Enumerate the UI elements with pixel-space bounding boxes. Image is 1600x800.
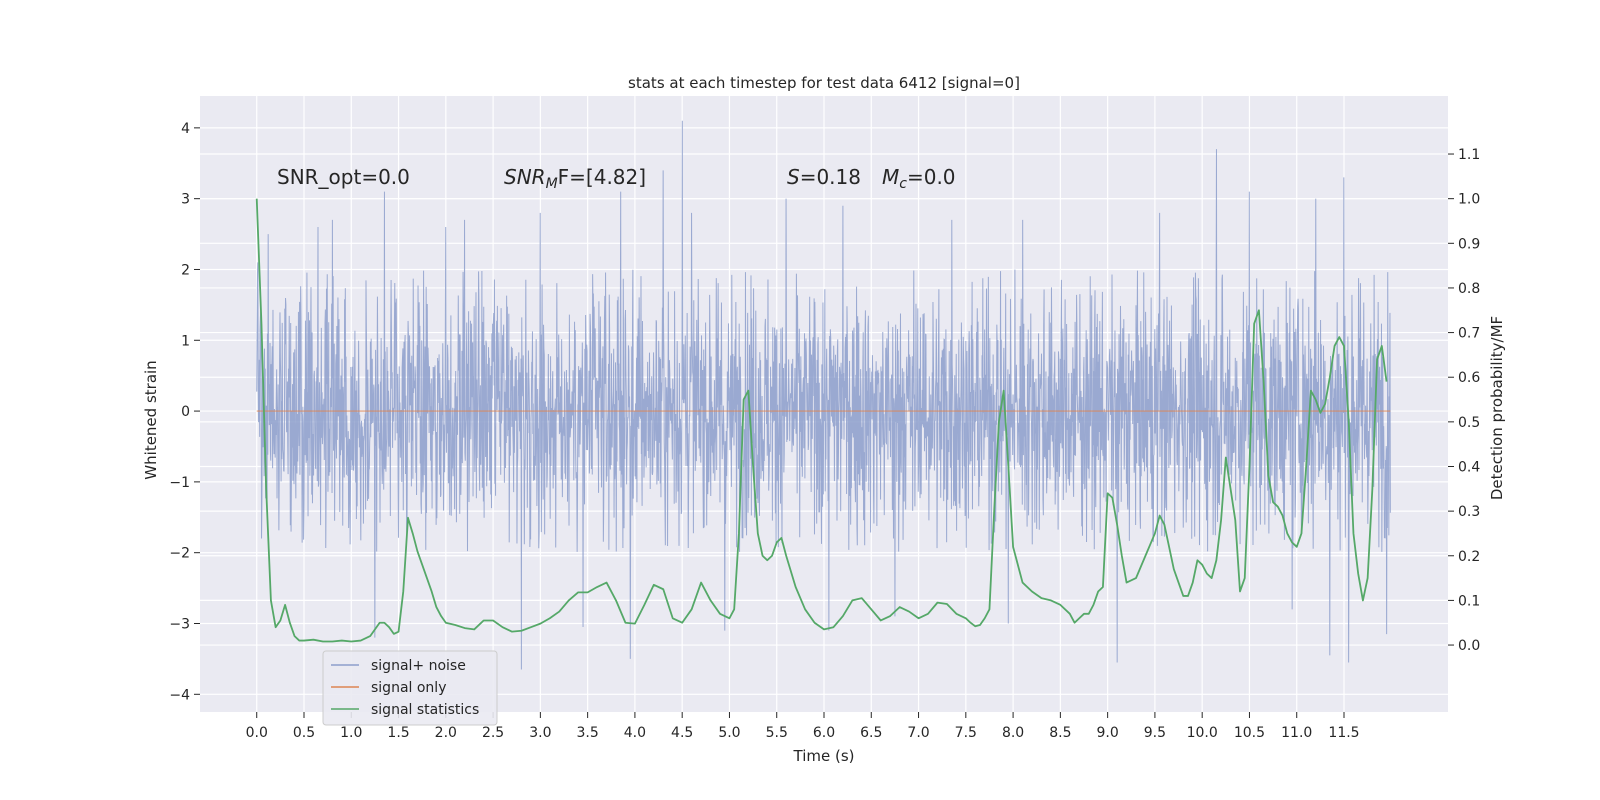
y-right-tick-label: 0.3 xyxy=(1458,504,1480,520)
y-tick-label: 0 xyxy=(181,404,190,420)
x-tick-label: 0.5 xyxy=(293,725,315,741)
mc-sub: c xyxy=(899,176,907,192)
annotation-mc: Mc=0.0 xyxy=(882,165,956,192)
x-tick-label: 0.0 xyxy=(246,725,268,741)
y-right-tick-label: 0.1 xyxy=(1458,593,1480,609)
x-axis-label: Time (s) xyxy=(793,747,855,765)
legend-label-signal-statistics: signal statistics xyxy=(371,702,479,718)
annotation-s: S=0.18 xyxy=(787,165,861,189)
x-tick-label: 8.0 xyxy=(1002,725,1024,741)
x-tick-label: 10.5 xyxy=(1234,725,1265,741)
x-tick-label: 9.5 xyxy=(1144,725,1166,741)
chart-title: stats at each timestep for test data 641… xyxy=(628,74,1020,92)
y-tick-label: 3 xyxy=(181,192,190,208)
snr-mf-main: SNR xyxy=(504,165,546,189)
annotation-snr-opt: SNR_opt=0.0 xyxy=(277,165,410,189)
x-tick-label: 7.5 xyxy=(955,725,977,741)
x-tick-label: 11.0 xyxy=(1281,725,1312,741)
y-right-tick-label: 0.9 xyxy=(1458,236,1480,252)
y-tick-label: −3 xyxy=(169,616,190,632)
y-tick-label: 2 xyxy=(181,262,190,278)
x-tick-label: 4.5 xyxy=(671,725,693,741)
y-right-tick-label: 1.1 xyxy=(1458,147,1480,163)
s-rest: =0.18 xyxy=(800,165,861,189)
legend-label-signal-only: signal only xyxy=(371,680,446,696)
y-tick-label: −4 xyxy=(169,687,190,703)
y-tick-label: −1 xyxy=(169,475,190,491)
y-tick-label: 1 xyxy=(181,333,190,349)
x-tick-label: 3.5 xyxy=(577,725,599,741)
y-right-tick-label: 0.4 xyxy=(1458,459,1480,475)
s-main: S xyxy=(787,165,800,189)
y-right-tick-label: 1.0 xyxy=(1458,192,1480,208)
mc-rest: =0.0 xyxy=(907,165,956,189)
y-right-tick-label: 0.8 xyxy=(1458,281,1480,297)
series-signal-noise xyxy=(256,120,1391,670)
y-right-tick-label: 0.2 xyxy=(1458,549,1480,565)
y-tick-label: −2 xyxy=(169,546,190,562)
x-tick-label: 1.5 xyxy=(387,725,409,741)
series-line-signal-noise xyxy=(256,120,1391,670)
x-tick-label: 6.5 xyxy=(860,725,882,741)
legend: signal+ noise signal only signal statist… xyxy=(322,650,498,726)
series-line-signal-statistics xyxy=(255,198,1388,643)
x-tick-label: 7.0 xyxy=(907,725,929,741)
x-tick-label: 1.0 xyxy=(340,725,362,741)
mc-main: M xyxy=(882,165,899,189)
y-right-tick-label: 0.7 xyxy=(1458,326,1480,342)
x-tick-label: 5.5 xyxy=(766,725,788,741)
x-tick-label: 6.0 xyxy=(813,725,835,741)
y-tick-label: 4 xyxy=(181,121,190,137)
y-right-axis-label: Detection probability/MF xyxy=(1488,316,1506,500)
y-right-tick-label: 0.5 xyxy=(1458,415,1480,431)
x-tick-label: 2.0 xyxy=(435,725,457,741)
x-tick-label: 4.0 xyxy=(624,725,646,741)
annotation-snr-mf: SNRMF=[4.82] xyxy=(504,165,646,192)
x-tick-label: 10.0 xyxy=(1187,725,1218,741)
x-tick-label: 9.0 xyxy=(1097,725,1119,741)
legend-box xyxy=(322,650,498,726)
x-tick-label: 8.5 xyxy=(1049,725,1071,741)
series-signal-statistics xyxy=(255,198,1388,643)
x-tick-label: 3.0 xyxy=(529,725,551,741)
snr-mf-rest: F=[4.82] xyxy=(558,165,646,189)
y-right-tick-label: 0.0 xyxy=(1458,638,1480,654)
snr-mf-sub: M xyxy=(546,176,558,192)
y-right-tick-label: 0.6 xyxy=(1458,370,1480,386)
y-axis-label: Whitened strain xyxy=(142,360,160,479)
ticks: 0.0 0.5 1.0 1.5 2.0 2.5 3.0 3.5 4.0 4.5 5.0 5.5 6.0 6… xyxy=(169,121,1480,741)
legend-label-signal-noise: signal+ noise xyxy=(371,658,466,674)
x-tick-label: 2.5 xyxy=(482,725,504,741)
x-tick-label: 5.0 xyxy=(718,725,740,741)
x-tick-label: 11.5 xyxy=(1328,725,1359,741)
